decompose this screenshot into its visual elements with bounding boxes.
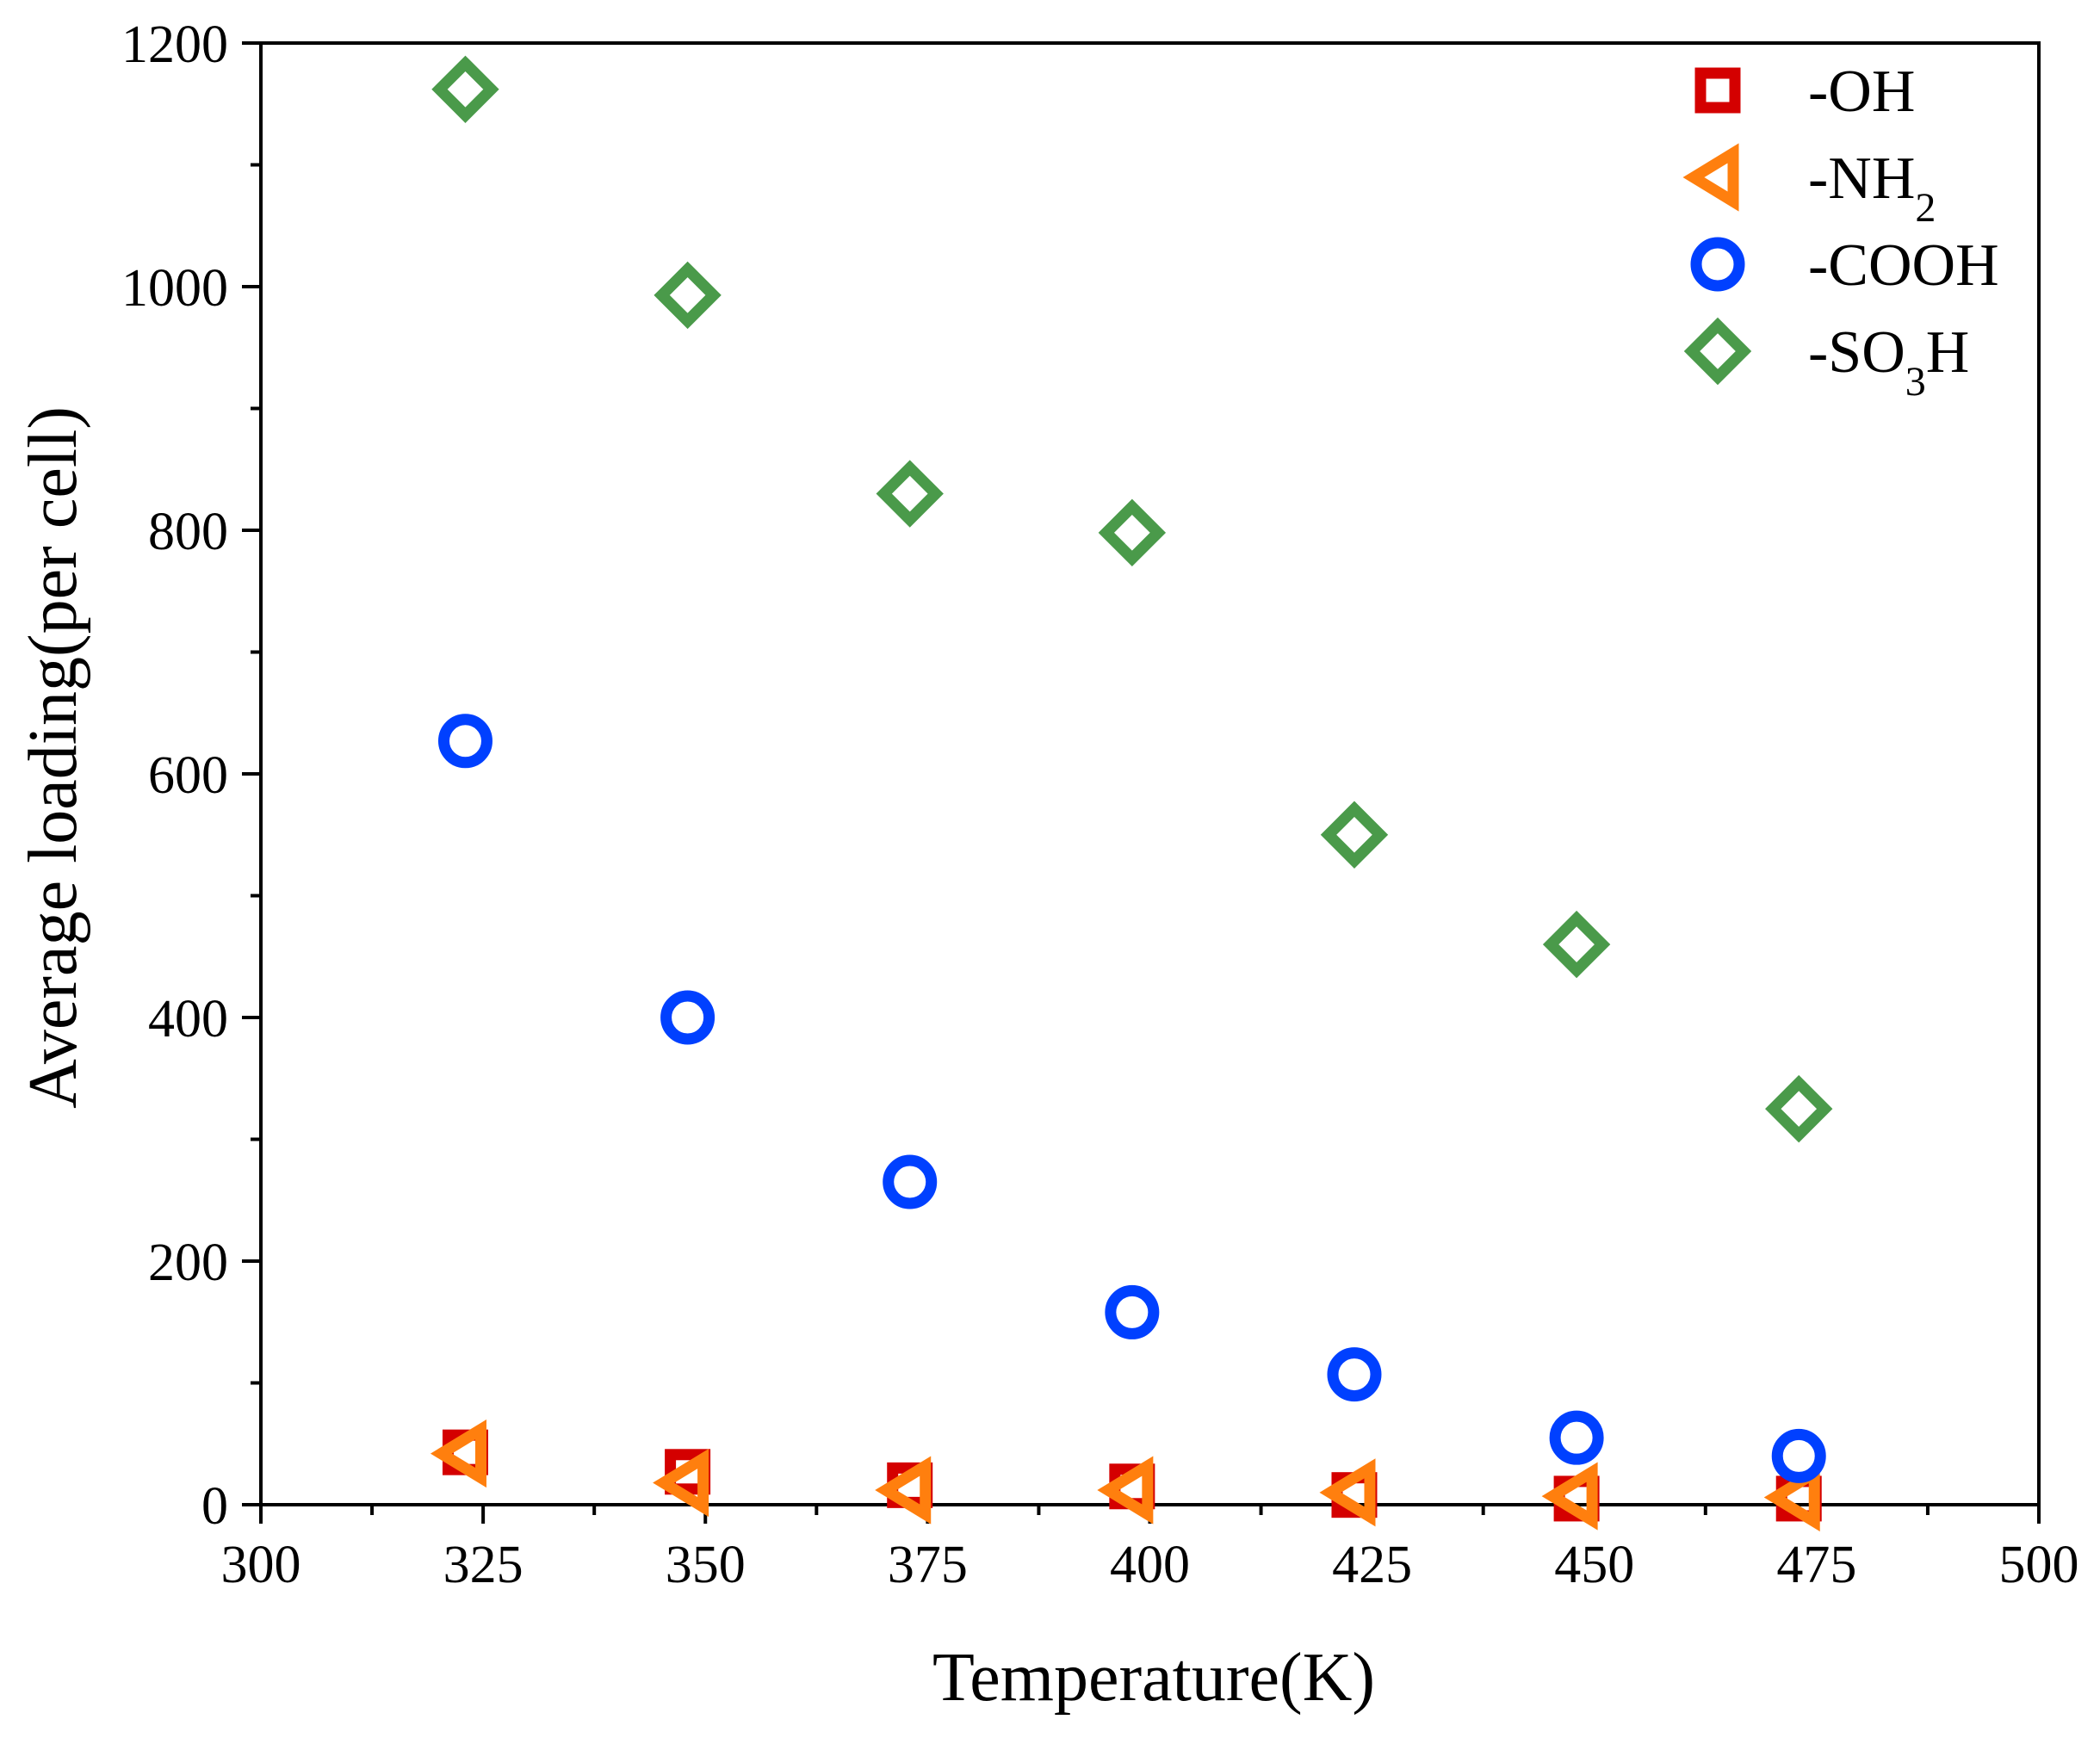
series-triangle-left xyxy=(430,1419,1820,1532)
data-point xyxy=(653,1448,709,1518)
data-point xyxy=(1105,1284,1160,1339)
y-tick-label: 1000 xyxy=(121,259,228,318)
data-point xyxy=(876,460,944,528)
x-tick-label: 325 xyxy=(443,1536,523,1594)
y-tick-label: 200 xyxy=(148,1234,228,1292)
y-tick-label: 400 xyxy=(148,990,228,1048)
legend-marker xyxy=(1683,317,1752,386)
x-tick-label: 500 xyxy=(1999,1536,2079,1594)
x-tick-label: 350 xyxy=(666,1536,746,1594)
data-point xyxy=(660,990,715,1045)
x-tick-label: 300 xyxy=(221,1536,301,1594)
plot-frame xyxy=(259,41,2041,1506)
data-point xyxy=(431,55,499,123)
legend-marker xyxy=(1690,237,1745,292)
x-tick-label: 475 xyxy=(1776,1536,1856,1594)
data-point xyxy=(1097,1456,1154,1525)
legend-label: -OH xyxy=(1808,59,1915,125)
data-point xyxy=(1771,1428,1826,1483)
y-tick-label: 600 xyxy=(148,746,228,805)
x-tick-label: 400 xyxy=(1110,1536,1190,1594)
data-point xyxy=(430,1419,486,1488)
legend-label: -NH2 xyxy=(1808,145,1936,231)
x-tick-label: 450 xyxy=(1554,1536,1634,1594)
data-point xyxy=(1763,1463,1820,1532)
y-tick-label: 800 xyxy=(148,503,228,561)
data-point xyxy=(437,714,492,769)
series-diamond xyxy=(431,55,1833,1143)
legend-marker xyxy=(1694,67,1741,114)
data-point xyxy=(1098,498,1167,567)
x-axis-title: Temperature(K) xyxy=(932,1640,1375,1716)
data-point xyxy=(1765,1074,1833,1143)
data-point xyxy=(1327,1347,1382,1402)
legend-label: -COOH xyxy=(1808,232,1999,299)
x-tick-label: 375 xyxy=(888,1536,968,1594)
data-point xyxy=(883,1154,938,1209)
y-tick-label: 0 xyxy=(201,1477,228,1536)
x-tick-label: 425 xyxy=(1332,1536,1412,1594)
data-point xyxy=(1541,1462,1598,1531)
legend-marker xyxy=(1682,143,1739,212)
data-point xyxy=(1320,801,1389,869)
y-tick-label: 1200 xyxy=(121,15,228,74)
data-point xyxy=(1549,1410,1604,1465)
data-point xyxy=(1319,1458,1376,1527)
series-circle xyxy=(437,714,1826,1483)
data-marks xyxy=(430,55,1833,1532)
data-point xyxy=(654,261,722,330)
y-axis-title: Average loading(per cell) xyxy=(15,406,91,1109)
data-point xyxy=(875,1456,932,1525)
data-point xyxy=(1542,910,1611,979)
legend: -OH -NH2-COOH -SO3H xyxy=(1682,59,1999,405)
legend-label: -SO3H xyxy=(1808,319,1969,405)
axes: 300 325 350 375 400 425 450 475 500 0 200 400 600 800… xyxy=(121,15,2079,1594)
